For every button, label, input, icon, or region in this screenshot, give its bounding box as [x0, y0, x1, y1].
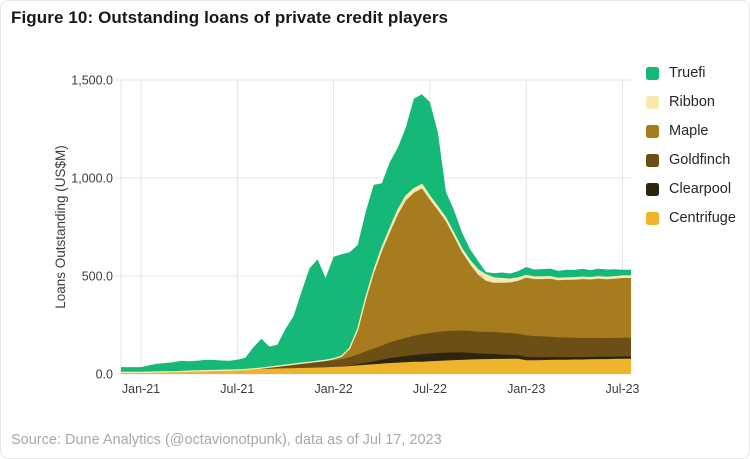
legend-label: Centrifuge [669, 210, 736, 226]
svg-text:Jan-21: Jan-21 [122, 382, 160, 396]
legend-label: Truefi [669, 65, 706, 81]
legend-swatch-icon [646, 66, 659, 80]
legend-label: Clearpool [669, 181, 732, 197]
legend-item-centrifuge: Centrifuge [646, 210, 736, 226]
source-text: Source: Dune Analytics (@octavionotpunk)… [11, 432, 442, 448]
legend-label: Ribbon [669, 94, 715, 110]
svg-text:1,000.0: 1,000.0 [71, 172, 113, 186]
legend-swatch-icon [646, 182, 659, 196]
svg-text:Jul-23: Jul-23 [605, 382, 639, 396]
svg-text:Jan-22: Jan-22 [314, 382, 352, 396]
legend-item-truefi: Truefi [646, 65, 736, 81]
legend-item-goldfinch: Goldfinch [646, 152, 736, 168]
chart-legend: Truefi Ribbon Maple Goldfinch Clearpool Centr… [646, 65, 736, 239]
legend-swatch-icon [646, 211, 659, 225]
legend-swatch-icon [646, 95, 659, 109]
svg-text:0.0: 0.0 [96, 368, 113, 382]
svg-text:1,500.0: 1,500.0 [71, 74, 113, 88]
figure-title: Figure 10: Outstanding loans of private … [11, 8, 449, 27]
legend-label: Goldfinch [669, 152, 731, 168]
legend-item-clearpool: Clearpool [646, 181, 736, 197]
svg-text:Jul-21: Jul-21 [220, 382, 254, 396]
legend-item-maple: Maple [646, 123, 736, 139]
svg-text:500.0: 500.0 [82, 270, 113, 284]
legend-item-ribbon: Ribbon [646, 94, 736, 110]
legend-swatch-icon [646, 124, 659, 138]
legend-label: Maple [669, 123, 709, 139]
y-axis-title: Loans Outstanding (US$M) [53, 145, 68, 309]
area-maple [121, 188, 631, 374]
svg-text:Jul-22: Jul-22 [413, 382, 447, 396]
area-centrifuge [121, 358, 631, 374]
legend-swatch-icon [646, 153, 659, 167]
svg-text:Jan-23: Jan-23 [507, 382, 545, 396]
